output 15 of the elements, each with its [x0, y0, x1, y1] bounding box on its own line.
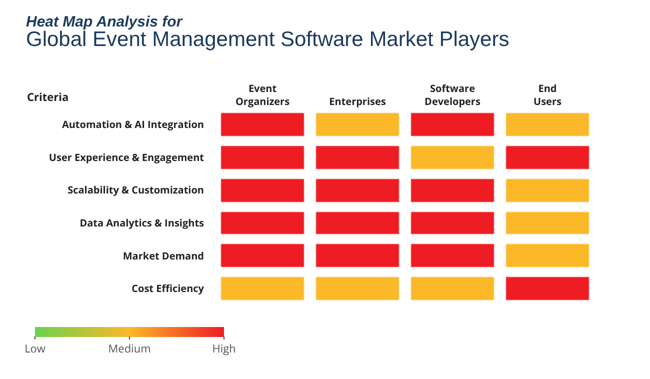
color-bar-label: Medium [108, 342, 151, 357]
color-bar-label: Low [24, 342, 46, 357]
y-tick-label: Cost Efficiency [132, 281, 204, 296]
y-tick-label: User Experience & Engagement [48, 150, 205, 164]
x-tick-label: End Users [534, 81, 562, 108]
color-bar-label: High [212, 342, 236, 357]
y-tick-label: Automation & AI Integration [62, 116, 204, 131]
x-tick-label: Enterprises [329, 94, 386, 108]
y-tick-label: Market Demand [122, 248, 204, 262]
chart-title: Heat Map Analysis for [26, 14, 184, 31]
x-tick-label: Event Organizers [235, 81, 290, 108]
y-tick-label: Data Analytics & Insights [80, 215, 204, 230]
x-tick-label: Software Developers [424, 81, 480, 108]
y-axis-title: Criteria [27, 90, 69, 105]
y-tick-label: Scalability & Customization [68, 182, 204, 197]
